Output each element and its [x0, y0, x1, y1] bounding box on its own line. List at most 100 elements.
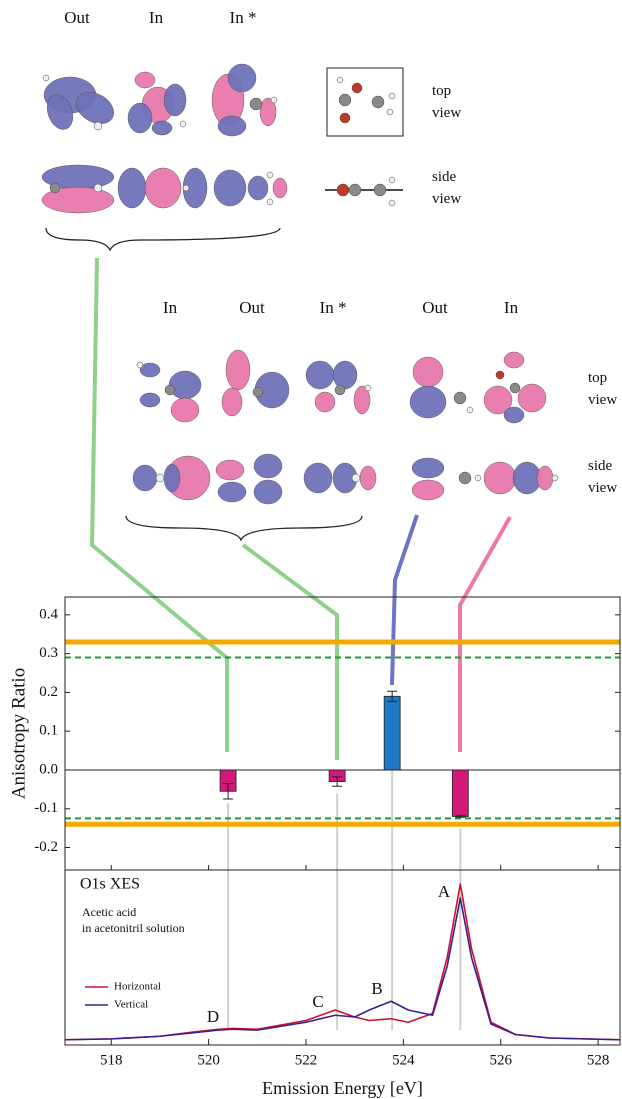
atom	[467, 407, 473, 413]
orbital-lobe	[218, 482, 246, 502]
orbital-lobe	[304, 463, 332, 493]
atom	[180, 121, 186, 127]
bracket	[126, 516, 362, 540]
orbital-lobe	[254, 480, 282, 504]
bracket	[46, 228, 280, 250]
y-axis-label: Anisotropy Ratio	[8, 668, 29, 799]
atom	[250, 98, 262, 110]
orbital-lobe	[118, 168, 146, 208]
atom	[94, 122, 102, 130]
atom	[365, 385, 371, 391]
view-label: top view	[432, 80, 472, 124]
chart: -0.2-0.10.00.10.20.30.4Anisotropy RatioH…	[0, 0, 622, 1099]
x-tick-label: 524	[392, 1052, 415, 1068]
atom	[454, 392, 466, 404]
view-label: side view	[432, 166, 472, 210]
atom	[459, 472, 471, 484]
atom	[387, 109, 393, 115]
orbital-lobe	[214, 170, 246, 206]
atom	[352, 83, 362, 93]
atom	[337, 184, 349, 196]
orbital-lobe	[518, 384, 546, 412]
connector	[460, 517, 510, 752]
atom	[389, 200, 395, 206]
orbital-lobe	[504, 352, 524, 368]
y-tick-label: 0.1	[39, 723, 58, 739]
legend-label: Vertical	[114, 999, 148, 1011]
x-tick-label: 522	[295, 1052, 318, 1068]
atom	[94, 184, 102, 192]
orbital-lobe	[171, 398, 199, 422]
atom	[340, 113, 350, 123]
orbital-lobe	[360, 466, 376, 490]
peak-label: D	[207, 1007, 219, 1026]
x-tick-label: 520	[197, 1052, 220, 1068]
atom	[349, 184, 361, 196]
figure: -0.2-0.10.00.10.20.30.4Anisotropy RatioH…	[0, 0, 622, 1099]
atom	[389, 177, 395, 183]
orbital-lobe	[412, 480, 444, 500]
atom	[339, 94, 351, 106]
atom	[165, 385, 175, 395]
atom	[137, 362, 143, 368]
orbital-lobe	[169, 371, 201, 399]
connector	[92, 258, 227, 752]
orbital-label: In	[504, 298, 518, 318]
orbital-illustrations	[42, 64, 558, 760]
atom	[389, 93, 395, 99]
y-tick-label: 0.2	[39, 684, 58, 700]
orbital-lobe	[145, 168, 181, 208]
atom	[374, 184, 386, 196]
bar	[452, 770, 468, 817]
orbital-label: Out	[64, 8, 90, 28]
annotation: in acetonitril solution	[82, 921, 185, 935]
peak-label: C	[312, 992, 323, 1011]
atom	[50, 183, 60, 193]
orbital-lobe	[248, 176, 268, 200]
orbital-lobe	[218, 116, 246, 136]
y-tick-label: 0.4	[39, 606, 58, 622]
atom	[337, 77, 343, 83]
atom	[496, 371, 504, 379]
connector	[243, 545, 337, 760]
orbital-lobe	[128, 103, 152, 133]
orbital-label: In	[149, 8, 163, 28]
orbital-lobe	[413, 357, 443, 387]
x-tick-label: 518	[100, 1052, 123, 1068]
orbital-lobe	[140, 393, 160, 407]
spectrum-line	[65, 898, 620, 1040]
orbital-lobe	[504, 407, 524, 423]
orbital-label: In *	[230, 8, 257, 28]
orbital-lobe	[306, 361, 334, 389]
orbital-lobe	[273, 178, 287, 198]
x-tick-label: 528	[587, 1052, 610, 1068]
orbital-lobe	[152, 121, 172, 135]
atom	[271, 97, 277, 103]
bar	[384, 696, 400, 770]
orbital-label: Out	[239, 298, 265, 318]
view-label: side view	[588, 455, 622, 499]
atom	[510, 383, 520, 393]
plot-frame	[65, 597, 620, 870]
orbital-lobe	[164, 84, 186, 116]
orbital-lobe	[412, 458, 444, 478]
atom	[43, 75, 49, 81]
atom	[552, 475, 558, 481]
orbital-lobe	[537, 466, 553, 490]
peak-label: A	[438, 882, 451, 901]
atom	[352, 474, 360, 482]
orbital-label: In *	[320, 298, 347, 318]
peak-label: B	[371, 979, 382, 998]
y-tick-label: -0.1	[34, 800, 58, 816]
orbital-lobe	[254, 454, 282, 478]
orbital-lobe	[333, 361, 357, 389]
orbital-lobe	[216, 460, 244, 480]
annotation: Acetic acid	[82, 905, 136, 919]
atom	[183, 185, 189, 191]
y-tick-label: 0.3	[39, 645, 58, 661]
atom	[335, 385, 345, 395]
orbital-lobe	[226, 350, 250, 390]
orbital-lobe	[222, 388, 242, 416]
x-axis-label: Emission Energy [eV]	[262, 1078, 423, 1098]
orbital-lobe	[133, 465, 157, 491]
